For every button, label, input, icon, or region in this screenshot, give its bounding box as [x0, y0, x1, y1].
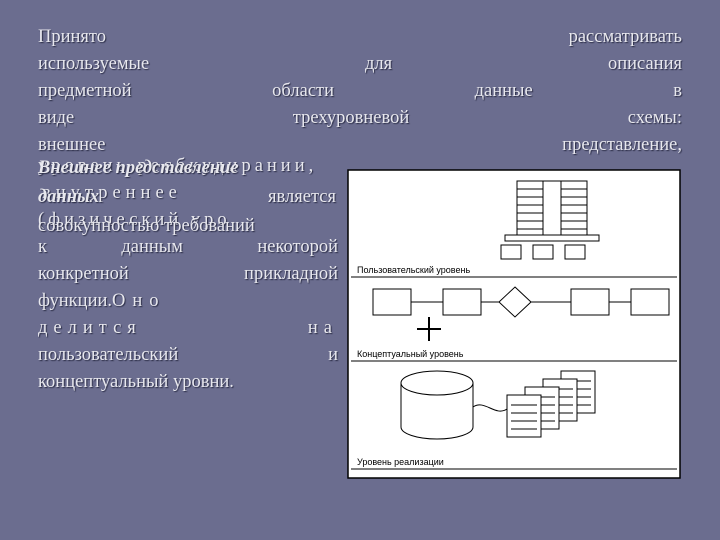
top-line-4: виде трехуровневой схемы: — [38, 105, 682, 132]
svg-text:Пользовательский уровень: Пользовательский уровень — [357, 265, 470, 275]
body-line-2: конкретной прикладной — [38, 261, 338, 288]
body-line-0: совокупностью требований — [38, 213, 255, 240]
top-line-3: предметной области данные в — [38, 78, 682, 105]
three-level-diagram: Пользовательский уровень — [347, 169, 681, 479]
heading-line-1: Внешнее представление — [38, 155, 239, 182]
top-line-1: Принято рассматривать — [38, 24, 682, 51]
body-line-4: делится на — [38, 315, 338, 342]
body-line-3: функции.Оно — [38, 288, 338, 315]
svg-text:Уровень реализации: Уровень реализации — [357, 457, 444, 467]
svg-text:Концептуальный уровень: Концептуальный уровень — [357, 349, 464, 359]
left-column: уровень ресбкудирании, Внешнее представл… — [38, 153, 338, 479]
top-line-2: используемые для описания — [38, 51, 682, 78]
body-line-6: концептуальный уровни. — [38, 369, 338, 396]
body-line-5: пользовательский и — [38, 342, 338, 369]
